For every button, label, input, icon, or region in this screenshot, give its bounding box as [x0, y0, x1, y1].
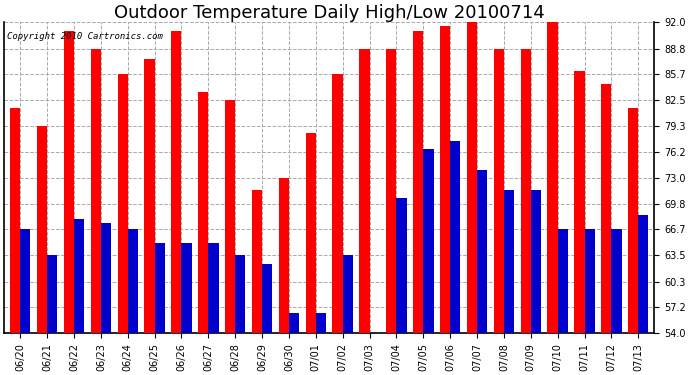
Bar — [601, 84, 611, 333]
Bar — [47, 255, 57, 333]
Bar — [10, 108, 20, 333]
Bar — [343, 255, 353, 333]
Bar — [37, 126, 47, 333]
Bar — [279, 178, 289, 333]
Bar — [128, 229, 138, 333]
Bar — [101, 223, 111, 333]
Bar — [316, 313, 326, 333]
Bar — [208, 243, 219, 333]
Bar — [413, 30, 423, 333]
Bar — [467, 22, 477, 333]
Bar — [306, 133, 316, 333]
Bar — [584, 229, 595, 333]
Bar — [225, 100, 235, 333]
Title: Outdoor Temperature Daily High/Low 20100714: Outdoor Temperature Daily High/Low 20100… — [114, 4, 544, 22]
Bar — [547, 22, 558, 333]
Bar — [504, 190, 514, 333]
Bar — [262, 264, 273, 333]
Bar — [117, 74, 128, 333]
Bar — [628, 108, 638, 333]
Bar — [63, 30, 74, 333]
Bar — [397, 198, 406, 333]
Bar — [198, 92, 208, 333]
Bar — [20, 229, 30, 333]
Bar — [440, 26, 450, 333]
Bar — [531, 190, 541, 333]
Bar — [558, 229, 568, 333]
Bar — [359, 48, 370, 333]
Bar — [289, 313, 299, 333]
Bar — [144, 59, 155, 333]
Bar — [423, 149, 433, 333]
Bar — [638, 214, 649, 333]
Bar — [333, 74, 343, 333]
Bar — [520, 48, 531, 333]
Bar — [90, 48, 101, 333]
Bar — [252, 190, 262, 333]
Bar — [611, 229, 622, 333]
Bar — [171, 30, 181, 333]
Bar — [181, 243, 192, 333]
Bar — [574, 71, 584, 333]
Bar — [386, 48, 397, 333]
Bar — [477, 170, 487, 333]
Text: Copyright 2010 Cartronics.com: Copyright 2010 Cartronics.com — [8, 32, 164, 40]
Bar — [450, 141, 460, 333]
Bar — [493, 48, 504, 333]
Bar — [74, 219, 84, 333]
Bar — [235, 255, 246, 333]
Bar — [155, 243, 165, 333]
